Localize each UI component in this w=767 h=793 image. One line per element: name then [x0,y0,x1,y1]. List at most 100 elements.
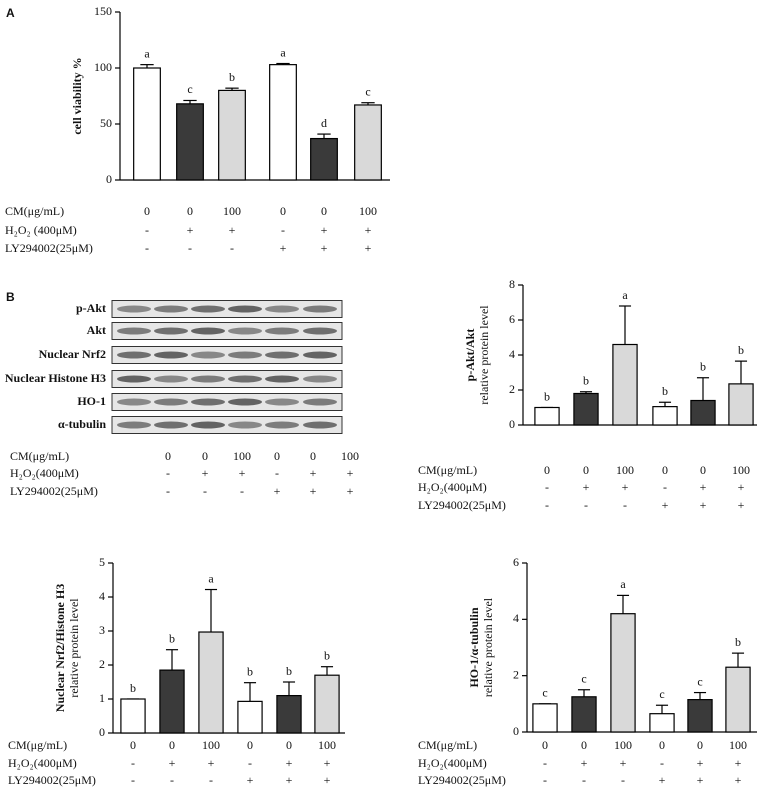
treatment-value: - [623,498,627,512]
treatment-value: - [230,241,234,255]
treatment-value: - [145,241,149,255]
treatment-value: 0 [542,738,548,752]
significance-letter: b [286,664,292,678]
treatment-value: 0 [130,738,136,752]
significance-letter: b [735,635,741,649]
treatment-value: - [545,480,549,494]
treatment-value: + [280,241,287,255]
treatment-value: - [131,756,135,770]
y-tick-label: 150 [94,4,112,18]
y-tick-label: 0 [99,725,105,739]
treatment-value: 0 [321,204,327,218]
bar [728,383,754,426]
treatment-value: + [581,756,588,770]
treatment-value: - [145,223,149,237]
y-tick-label: 4 [513,611,519,625]
treatment-label: CM(μg/mL) [8,738,67,752]
y-tick-label: 5 [99,555,105,569]
blot-frame [111,370,343,388]
blot-band [191,421,225,429]
bar [573,392,599,426]
blot-band [265,375,299,383]
y-tick-label: 6 [509,312,515,326]
blot-band [117,375,151,383]
treatment-label: H₂O₂ (400μM) [5,223,77,237]
blot-frame [111,322,343,340]
treatment-value: + [583,480,590,494]
treatment-value: 0 [280,204,286,218]
treatment-value: + [239,466,246,480]
treatment-value: + [697,756,704,770]
treatment-value: + [347,466,354,480]
treatment-value: - [281,223,285,237]
blot-band [228,327,262,335]
y-axis-label: cell viability % [70,57,84,134]
bar [198,631,224,734]
significance-letter: b [544,389,550,403]
blot-band [154,398,188,406]
significance-letter: a [620,577,626,591]
bar [133,67,161,181]
y-tick-label: 0 [513,724,519,738]
bar [687,699,713,733]
band-label: Nuclear Histone H3 [5,371,106,385]
treatment-value: - [248,756,252,770]
blot-band [265,351,299,359]
treatment-value: 100 [341,449,359,463]
treatment-value: 0 [169,738,175,752]
y-axis-label: relative protein level [481,597,495,697]
blot-band [117,398,151,406]
treatment-value: 0 [662,463,668,477]
blot-frame [111,393,343,411]
treatment-label: CM(μg/mL) [5,204,64,218]
treatment-value: 100 [359,204,377,218]
bar [159,669,185,734]
blot-band [154,351,188,359]
blot-frame [111,300,343,318]
treatment-value: + [187,223,194,237]
y-axis-label: relative protein level [477,305,491,405]
y-axis-label: relative protein level [67,598,81,698]
bar [237,700,263,734]
blot-band [154,327,188,335]
blot-band [265,398,299,406]
blot-band [191,375,225,383]
treatment-label: H₂O₂(400μM) [10,466,79,480]
treatment-value: 100 [732,463,750,477]
blot-band [117,305,151,313]
y-tick-label: 2 [509,382,515,396]
blot-frame [111,416,343,434]
y-tick-label: 100 [94,60,112,74]
significance-letter: b [583,374,589,388]
blot-band [228,351,262,359]
treatment-label: CM(μg/mL) [418,738,477,752]
blot-band [191,351,225,359]
treatment-value: + [735,773,742,787]
band-label: Akt [87,323,106,337]
y-axis-label: Nuclear Nrf2/Histone H3 [53,584,67,712]
blot-band [154,375,188,383]
significance-letter: c [542,686,547,700]
treatment-value: - [170,773,174,787]
blot-band [265,327,299,335]
treatment-value: 100 [616,463,634,477]
band-label: Nuclear Nrf2 [39,347,106,361]
significance-letter: c [581,672,586,686]
treatment-value: 0 [274,449,280,463]
significance-letter: b [662,384,668,398]
significance-letter: c [659,687,664,701]
band-label: α-tubulin [58,417,106,431]
treatment-label: LY294002(25μM) [8,773,96,787]
treatment-value: 0 [659,738,665,752]
bar [571,696,597,733]
bar [725,666,751,733]
panel-label: B [6,290,15,304]
y-axis-label: HO-1/α-tubulin [467,607,481,687]
blot-band [191,398,225,406]
treatment-value: 0 [700,463,706,477]
treatment-value: + [324,756,331,770]
treatment-value: + [286,773,293,787]
treatment-label: LY294002(25μM) [418,498,506,512]
significance-letter: b [700,360,706,374]
